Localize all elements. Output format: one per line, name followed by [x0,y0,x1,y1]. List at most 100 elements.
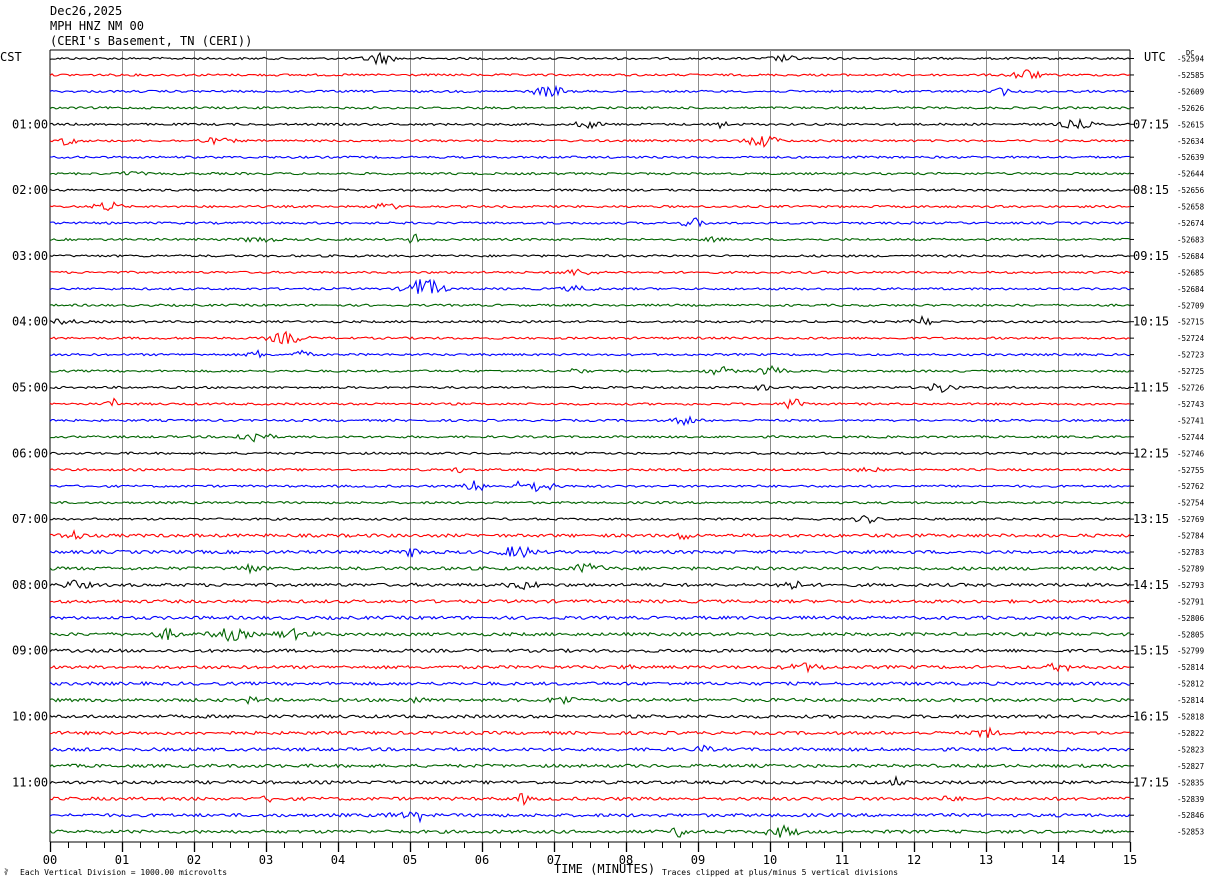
seismic-trace [49,545,1131,559]
seismic-trace [49,188,1131,192]
right-hour-label: 07:15 [1133,117,1169,131]
seismic-trace [49,579,1131,591]
dc-offset-label: -52793 [1177,581,1204,590]
seismic-trace [49,106,1131,110]
x-tick-label: 08 [619,853,633,867]
left-hour-label: 09:00 [12,644,48,658]
scale-note: Each Vertical Division = 1000.00 microvo… [20,868,228,877]
dc-offset-label: -52822 [1177,729,1204,738]
left-hour-label: 04:00 [12,315,48,329]
seismic-trace [50,529,1131,541]
dc-offset-label: -52684 [1177,252,1205,261]
seismic-trace [49,627,1130,643]
dc-offset-label: -52839 [1177,795,1204,804]
left-timezone-label: CST [0,50,22,64]
dc-offset-label: -52585 [1177,71,1204,80]
dc-offset-label: -52814 [1177,696,1205,705]
seismic-trace [49,480,1131,493]
row-labels: -52594 -52585 -52609 -52626 -52615 -52634 -526… [12,55,1205,837]
dc-offset-label: -52683 [1177,235,1204,244]
x-tick-label: 00 [43,853,57,867]
left-hour-label: 11:00 [12,775,48,789]
dc-offset-label: -52724 [1177,334,1205,343]
x-tick-label: 13 [979,853,993,867]
dc-offset-label: -52634 [1177,137,1205,146]
seismic-trace [49,330,1131,345]
seismic-trace [49,415,1131,427]
dc-offset-label: -52812 [1177,680,1204,689]
seismic-trace [49,268,1131,277]
left-hour-label: 02:00 [12,183,48,197]
x-tick-label: 04 [331,853,345,867]
dc-offset-label: -52835 [1177,778,1204,787]
dc-offset-label: -52755 [1177,466,1204,475]
x-tick-label: 07 [547,853,561,867]
seismic-trace [49,500,1131,505]
dc-offset-label: -52723 [1177,351,1204,360]
seismic-trace [49,726,1131,739]
left-hour-label: 01:00 [12,117,48,131]
dc-offset-label: -52769 [1177,515,1204,524]
right-hour-label: 16:15 [1133,710,1169,724]
dc-offset-label: -52827 [1177,762,1204,771]
dc-offset-label: -52609 [1177,87,1204,96]
seismic-trace [49,824,1131,838]
right-hour-label: 15:15 [1133,644,1169,658]
seismic-trace [49,695,1131,706]
seismic-trace [49,201,1131,212]
right-timezone-label: UTC [1144,50,1166,64]
seismic-trace [49,774,1131,786]
seismic-trace [49,364,1131,376]
right-hour-label: 13:15 [1133,512,1169,526]
dc-offset-label: -52594 [1177,55,1205,64]
dc-offset-label: -52725 [1177,367,1204,376]
dc-offset-label: -52658 [1177,203,1205,212]
left-hour-label: 10:00 [12,710,48,724]
seismic-trace [49,117,1131,130]
x-tick-label: 09 [691,853,705,867]
left-hour-label: 06:00 [12,446,48,460]
x-tick-label: 05 [403,853,417,867]
dc-offset-label: -52762 [1177,482,1204,491]
seismic-trace [49,314,1131,326]
dc-offset-label: -52656 [1177,186,1205,195]
x-tick-label: 10 [763,853,777,867]
station-id: MPH HNZ NM 00 [50,19,144,33]
grid-lines [49,49,1131,842]
plot-date: Dec26,2025 [50,4,123,18]
footer-mark: ∛ [4,869,9,877]
right-hour-label: 17:15 [1133,775,1169,789]
seismic-trace [49,662,1131,674]
dc-offset-label: -52814 [1177,663,1205,672]
left-hour-label: 05:00 [12,381,48,395]
seismic-trace [49,349,1131,359]
dc-offset-label: -52791 [1177,597,1204,606]
seismic-trace [49,811,1131,824]
seismic-trace [49,598,1131,604]
x-tick-label: 12 [907,853,921,867]
seismic-trace [49,278,1131,294]
right-hour-label: 14:15 [1133,578,1169,592]
seismic-trace [50,155,1131,160]
right-hour-label: 12:15 [1133,446,1169,460]
time-axis: 00 01 02 03 04 05 06 07 08 09 10 11 12 13 14 15 [43,841,1137,867]
dc-offset-label: -52743 [1177,400,1204,409]
seismic-trace [49,51,1131,66]
dc-offset-label: -52805 [1177,630,1204,639]
x-tick-label: 01 [115,853,129,867]
seismic-trace [49,744,1131,753]
x-tick-label: 15 [1123,853,1137,867]
seismic-trace [49,681,1130,687]
trace-lines [49,51,1131,838]
seismic-trace [49,792,1131,807]
dc-offset-label: -52684 [1177,285,1205,294]
dc-offset-label: -52715 [1177,318,1204,327]
left-hour-label: 08:00 [12,578,48,592]
dc-offset-label: -52644 [1177,170,1205,179]
dc-offset-label: -52754 [1177,499,1205,508]
seismic-trace [49,714,1131,719]
dc-offset-label: -52806 [1177,614,1205,623]
seismic-trace [49,433,1131,443]
seismic-trace [49,303,1131,308]
